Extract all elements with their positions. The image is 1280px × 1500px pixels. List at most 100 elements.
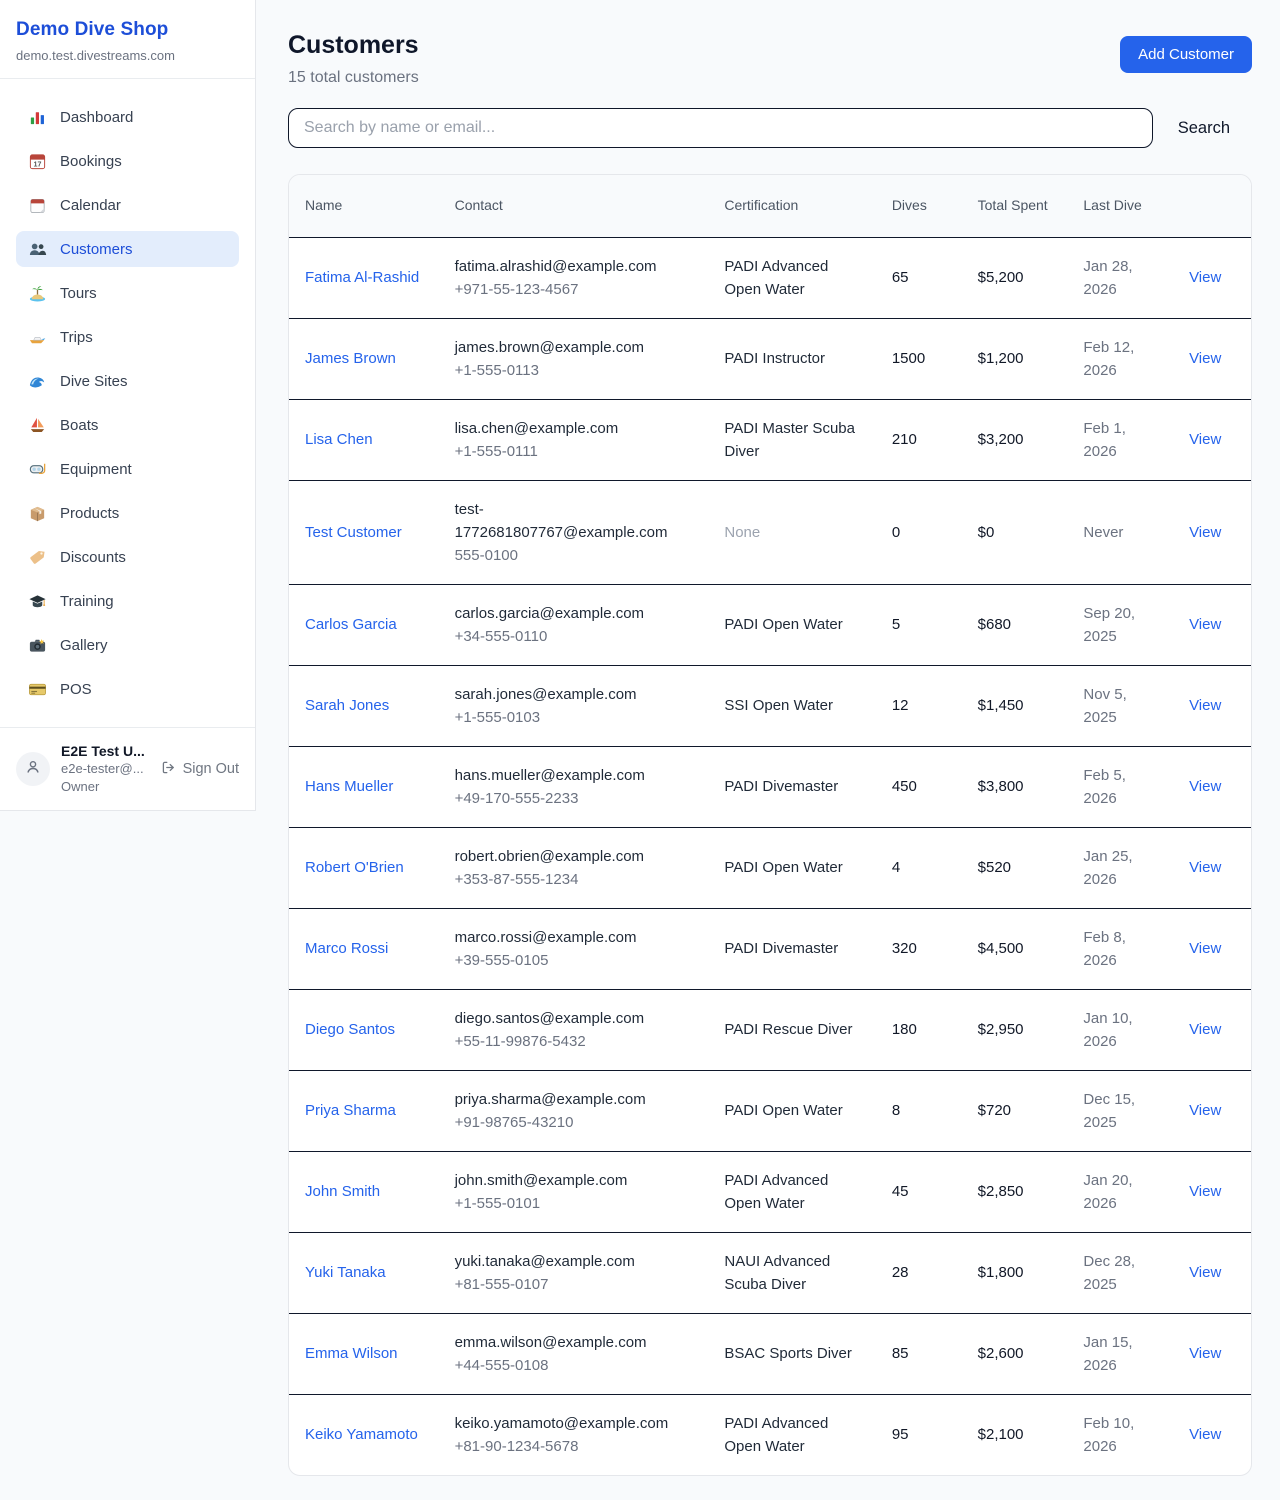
customer-last-dive-cell: Jan 20, 2026 — [1067, 1151, 1174, 1233]
customer-email: yuki.tanaka@example.com — [454, 1252, 635, 1270]
customer-name-link[interactable]: Fatima Al-Rashid — [305, 269, 420, 286]
page-header: Customers 15 total customers Add Custome… — [288, 31, 1252, 87]
view-link[interactable]: View — [1189, 1345, 1222, 1362]
customer-name-cell: Emma Wilson — [289, 1313, 439, 1395]
customer-name-link[interactable]: Test Customer — [305, 523, 402, 541]
customer-row: Lisa Chen lisa.chen@example.com +1-555-011… — [289, 399, 1251, 481]
sidebar-item-label: Boats — [60, 416, 99, 434]
customer-view-cell: View — [1173, 827, 1251, 909]
view-link[interactable]: View — [1189, 523, 1222, 541]
customer-name-link[interactable]: John Smith — [305, 1183, 381, 1200]
package-icon — [28, 504, 47, 523]
customer-phone: 555-0100 — [454, 546, 518, 564]
sidebar-nav: Dashboard 17 Bookings Calendar Customers Tour… — [0, 79, 255, 727]
sidebar-item-label: Discounts — [60, 548, 126, 566]
view-link[interactable]: View — [1189, 1264, 1222, 1281]
customer-total-spent-cell: $3,800 — [961, 746, 1068, 828]
search-input[interactable] — [288, 108, 1153, 148]
view-link[interactable]: View — [1189, 859, 1222, 876]
customer-certification-cell: NAUI Advanced Scuba Diver — [708, 1232, 876, 1314]
sidebar-item-customers[interactable]: Customers — [16, 231, 239, 267]
view-link[interactable]: View — [1189, 778, 1222, 795]
view-link[interactable]: View — [1189, 1021, 1222, 1038]
customer-name-link[interactable]: Robert O'Brien — [305, 859, 404, 876]
view-link[interactable]: View — [1189, 697, 1222, 714]
customer-total-spent-cell: $0 — [961, 480, 1068, 585]
customer-phone: +1-555-0103 — [454, 708, 541, 726]
customer-last-dive-cell: Feb 12, 2026 — [1067, 318, 1174, 400]
customer-certification-cell: PADI Open Water — [708, 827, 876, 909]
customer-dives-cell: 450 — [875, 746, 962, 828]
customer-row: Priya Sharma priya.sharma@example.com +91-… — [289, 1070, 1251, 1152]
view-link[interactable]: View — [1189, 1183, 1222, 1200]
customer-row: Marco Rossi marco.rossi@example.com +39-55… — [289, 908, 1251, 990]
page-title: Customers — [288, 31, 419, 59]
sidebar-item-boats[interactable]: Boats — [16, 407, 239, 443]
customer-name-cell: Test Customer — [289, 480, 439, 585]
sidebar-item-dashboard[interactable]: Dashboard — [16, 99, 239, 135]
customer-phone: +49-170-555-2233 — [454, 789, 579, 807]
customer-name-link[interactable]: Yuki Tanaka — [305, 1264, 386, 1281]
customer-phone: +1-555-0101 — [454, 1194, 541, 1212]
sign-out-button[interactable]: Sign Out — [160, 759, 239, 780]
customer-certification-cell: PADI Rescue Diver — [708, 989, 876, 1071]
credit-card-icon — [28, 680, 47, 699]
sidebar-item-dive-sites[interactable]: Dive Sites — [16, 363, 239, 399]
view-link[interactable]: View — [1189, 1102, 1222, 1119]
customer-email: diego.santos@example.com — [454, 1009, 645, 1027]
customer-name-link[interactable]: Priya Sharma — [305, 1102, 396, 1119]
view-link[interactable]: View — [1189, 350, 1222, 367]
customer-name-link[interactable]: Sarah Jones — [305, 697, 390, 714]
people-icon — [28, 240, 47, 259]
column-header-name: Name — [289, 175, 439, 238]
customer-contact-cell: yuki.tanaka@example.com +81-555-0107 — [438, 1232, 709, 1314]
customer-phone: +91-98765-43210 — [454, 1113, 574, 1131]
sidebar-item-pos[interactable]: POS — [16, 671, 239, 707]
view-link[interactable]: View — [1189, 431, 1222, 448]
sidebar-item-tours[interactable]: Tours — [16, 275, 239, 311]
customer-row: Keiko Yamamoto keiko.yamamoto@example.com… — [289, 1394, 1251, 1475]
view-link[interactable]: View — [1189, 616, 1222, 633]
customer-phone: +44-555-0108 — [454, 1356, 549, 1374]
customer-total-spent-cell: $3,200 — [961, 399, 1068, 481]
customer-contact-cell: hans.mueller@example.com +49-170-555-2233 — [438, 746, 709, 828]
customer-row: Sarah Jones sarah.jones@example.com +1-555… — [289, 665, 1251, 747]
customer-last-dive-cell: Never — [1067, 480, 1174, 585]
sidebar-item-products[interactable]: Products — [16, 495, 239, 531]
add-customer-button[interactable]: Add Customer — [1120, 36, 1252, 73]
customer-view-cell: View — [1173, 584, 1251, 666]
sidebar-item-calendar[interactable]: Calendar — [16, 187, 239, 223]
sidebar-item-bookings[interactable]: 17 Bookings — [16, 143, 239, 179]
column-header-total-spent: Total Spent — [961, 175, 1068, 238]
customer-name-link[interactable]: Diego Santos — [305, 1021, 396, 1038]
view-link[interactable]: View — [1189, 1426, 1222, 1443]
search-button[interactable]: Search — [1177, 118, 1230, 137]
customer-name-link[interactable]: Marco Rossi — [305, 940, 389, 957]
customer-view-cell: View — [1173, 480, 1251, 585]
sidebar-item-equipment[interactable]: Equipment — [16, 451, 239, 487]
customer-name-link[interactable]: Lisa Chen — [305, 431, 373, 448]
customer-row: Emma Wilson emma.wilson@example.com +44-55… — [289, 1313, 1251, 1395]
customer-dives-cell: 210 — [875, 399, 962, 481]
sidebar-item-gallery[interactable]: Gallery — [16, 627, 239, 663]
customer-name-link[interactable]: Emma Wilson — [305, 1345, 398, 1362]
sidebar-item-training[interactable]: Training — [16, 583, 239, 619]
sidebar-item-discounts[interactable]: Discounts — [16, 539, 239, 575]
customer-total-spent-cell: $4,500 — [961, 908, 1068, 990]
customer-total-spent-cell: $2,850 — [961, 1151, 1068, 1233]
customer-name-cell: Keiko Yamamoto — [289, 1394, 439, 1475]
customer-phone: +34-555-0110 — [454, 627, 548, 645]
sidebar-item-trips[interactable]: Trips — [16, 319, 239, 355]
view-link[interactable]: View — [1189, 940, 1222, 957]
customer-name-link[interactable]: Keiko Yamamoto — [305, 1426, 418, 1443]
customer-name-link[interactable]: Carlos Garcia — [305, 616, 397, 633]
customer-contact-cell: lisa.chen@example.com +1-555-0111 — [438, 399, 709, 481]
customer-name-link[interactable]: James Brown — [305, 350, 396, 367]
customer-dives-cell: 95 — [891, 1426, 909, 1443]
customer-name-link[interactable]: Hans Mueller — [305, 778, 394, 795]
search-bar: Search — [288, 108, 1252, 148]
customers-table: Name Contact Certification Dives Total Spent… — [289, 175, 1251, 1475]
customer-last-dive-cell: Sep 20, 2025 — [1067, 584, 1174, 666]
svg-text:17: 17 — [34, 160, 42, 168]
view-link[interactable]: View — [1189, 269, 1222, 286]
